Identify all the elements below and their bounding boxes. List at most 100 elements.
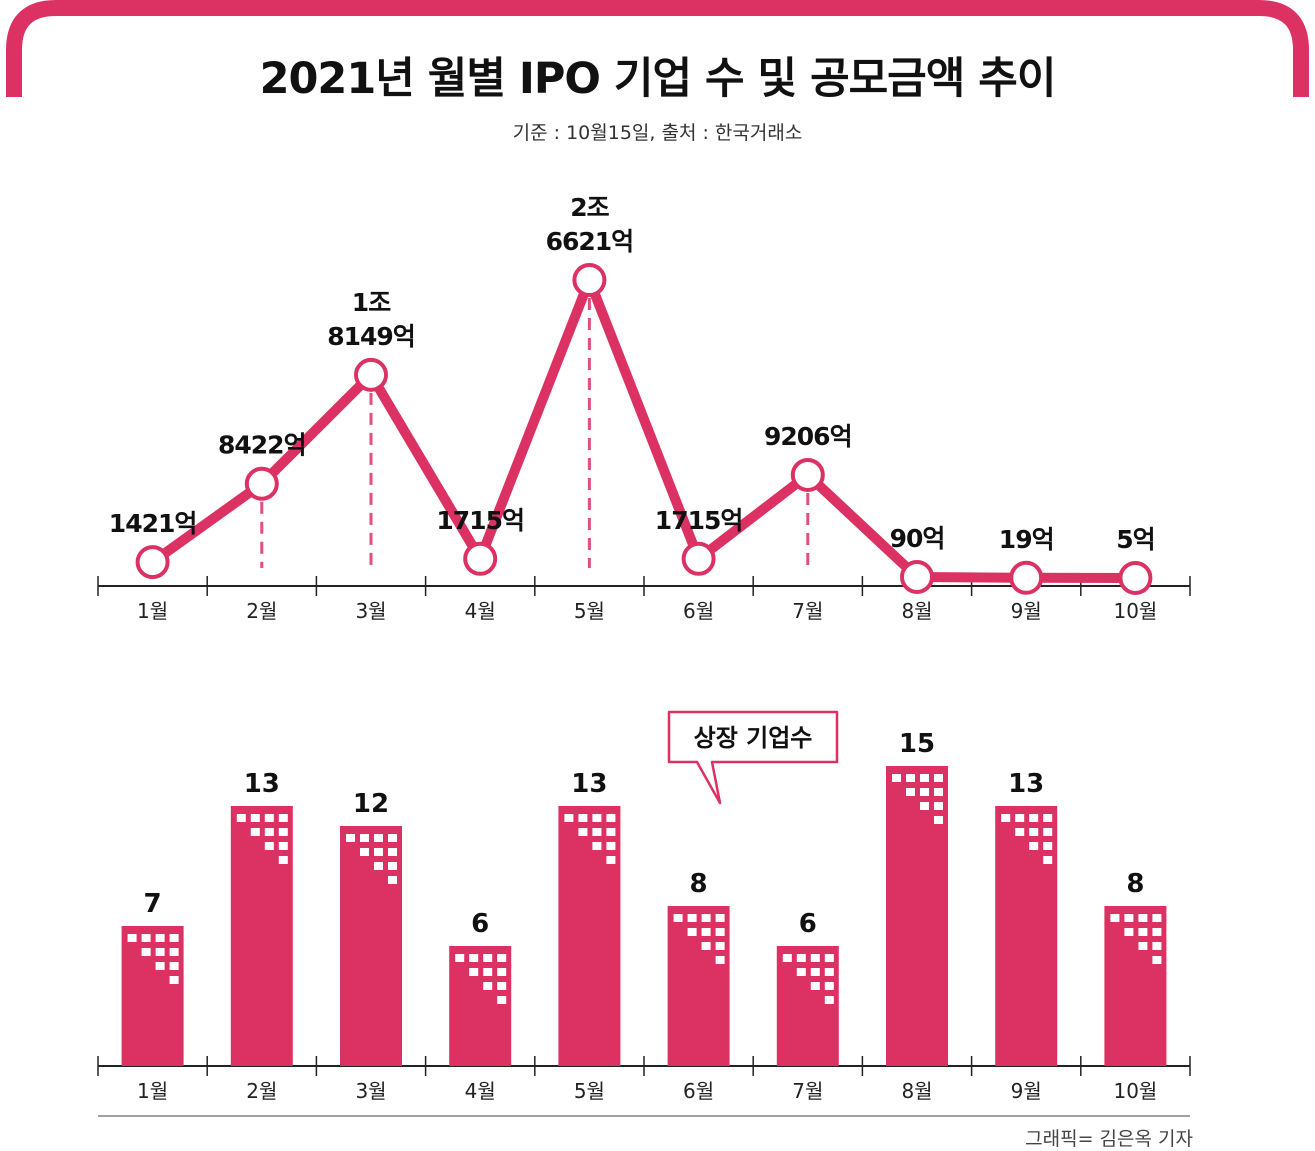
bar-window (169, 976, 179, 984)
line-tick-label: 8월 (901, 599, 932, 623)
bar-window (1152, 914, 1162, 922)
bar-window (824, 996, 834, 1004)
bar-window (1138, 914, 1148, 922)
bar-window (592, 828, 602, 836)
bar-window (250, 814, 260, 822)
data-label: 8149억 (327, 322, 415, 351)
bar-value-label: 8 (1126, 869, 1144, 899)
bar-window (169, 934, 179, 942)
bar-value-label: 13 (571, 769, 607, 799)
bar-window (715, 928, 725, 936)
bar-window (374, 834, 383, 842)
bar-window (782, 954, 792, 962)
bar-window (360, 848, 369, 856)
bar-window (388, 834, 397, 842)
chart-subtitle: 기준 : 10월15일, 출처 : 한국거래소 (512, 122, 803, 144)
bar-window (1152, 942, 1162, 950)
bar-value-label: 12 (353, 789, 389, 819)
bar-tick-label: 2월 (246, 1079, 277, 1103)
line-tick-label: 10월 (1113, 599, 1157, 623)
data-point (1118, 560, 1153, 595)
bar-window (701, 914, 711, 922)
bar-tick-label: 6월 (683, 1079, 714, 1103)
bar-window (346, 834, 355, 842)
bar-value-label: 15 (899, 729, 935, 759)
bar-window (592, 842, 602, 850)
bar-window (701, 942, 711, 950)
bar-window (169, 962, 179, 970)
bar-window (796, 968, 806, 976)
bar-window (906, 788, 915, 796)
line-tick-label: 4월 (465, 599, 496, 623)
bar-window (934, 802, 943, 810)
bar-window (606, 842, 616, 850)
bar-value-label: 13 (244, 769, 280, 799)
chart-title: 2021년 월별 IPO 기업 수 및 공모금액 추이 (259, 54, 1057, 104)
bar-window (934, 816, 943, 824)
bar-window (1015, 828, 1025, 836)
bar-tick-label: 4월 (465, 1079, 496, 1103)
bar-window (715, 914, 725, 922)
data-point (790, 457, 825, 492)
bar-tick-label: 5월 (574, 1079, 605, 1103)
bar-window (374, 848, 383, 856)
bar-value-label: 8 (690, 869, 708, 899)
bar-window (906, 774, 915, 782)
data-label: 5억 (1116, 525, 1154, 554)
bar-window (1110, 914, 1120, 922)
line-tick-label: 9월 (1011, 599, 1042, 623)
bar-window (483, 968, 493, 976)
bar-window (360, 834, 369, 842)
bar-window (1152, 956, 1162, 964)
bar-tick-label: 3월 (355, 1079, 386, 1103)
bar-window (810, 968, 820, 976)
bar-window (388, 848, 397, 856)
bar-value-label: 7 (144, 889, 162, 919)
data-label: 2조 (570, 193, 609, 222)
bar-tick-label: 1월 (137, 1079, 168, 1103)
bar-window (796, 954, 806, 962)
bar-window (606, 828, 616, 836)
bar-window (1043, 856, 1053, 864)
bar-window (141, 934, 151, 942)
bar-window (469, 954, 479, 962)
data-point (463, 541, 498, 576)
bar-window (264, 814, 274, 822)
data-label: 1715억 (436, 506, 524, 535)
data-point (135, 545, 170, 580)
bar-window (455, 954, 465, 962)
data-label: 6621억 (546, 227, 634, 256)
company-count-bar (886, 766, 948, 1066)
bar-window (155, 948, 165, 956)
bar-window (892, 774, 901, 782)
bar-value-label: 6 (799, 909, 817, 939)
line-tick-label: 5월 (574, 599, 605, 623)
bar-window (934, 788, 943, 796)
bar-window (497, 982, 507, 990)
bar-window (564, 814, 574, 822)
bar-window (1124, 914, 1134, 922)
bar-window (810, 982, 820, 990)
annotation-bubble: 상장 기업수 (667, 710, 839, 805)
bar-window (1029, 814, 1039, 822)
line-tick-label: 7월 (792, 599, 823, 623)
data-point (354, 357, 388, 392)
bar-window (592, 814, 602, 822)
bar-window (141, 948, 151, 956)
bar-value-label: 6 (471, 909, 489, 939)
bar-window (1029, 828, 1039, 836)
bar-tick-label: 7월 (792, 1079, 823, 1103)
line-tick-label: 3월 (355, 599, 386, 623)
bar-window (1138, 928, 1148, 936)
bar-tick-label: 10월 (1113, 1079, 1157, 1103)
bar-tick-label: 8월 (901, 1079, 932, 1103)
bar-window (236, 814, 246, 822)
bar-tick-label: 9월 (1011, 1079, 1042, 1103)
data-label: 8422억 (218, 431, 306, 460)
data-label: 1조 (352, 288, 391, 317)
annotation-bubble-shape (667, 710, 839, 805)
bar-window (250, 828, 260, 836)
